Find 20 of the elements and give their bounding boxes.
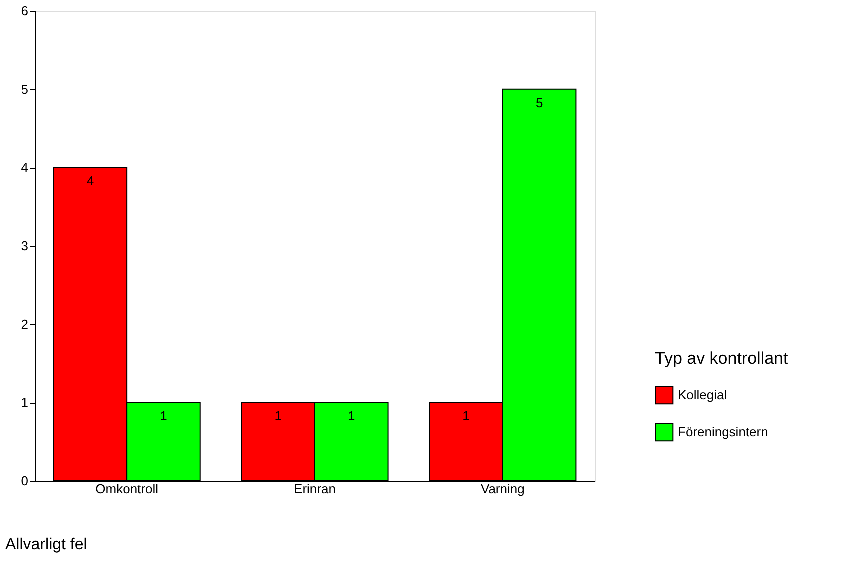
data-label: 1: [160, 408, 168, 424]
legend-label: Kollegial: [678, 388, 728, 402]
x-tick-label: Erinran: [294, 482, 336, 496]
y-tick-label: 3: [21, 238, 28, 254]
x-tick-label: Omkontroll: [96, 482, 159, 496]
y-tick-label: 6: [21, 4, 28, 18]
x-axis-title: Allvarligt fel: [6, 536, 88, 554]
legend-title: Typ av kontrollant: [655, 349, 789, 368]
data-label: 1: [274, 408, 282, 424]
legend-label: Föreningsintern: [678, 424, 768, 440]
y-tick-label: 5: [21, 82, 28, 97]
y-tick-label: 2: [21, 316, 28, 332]
data-label: 5: [536, 95, 544, 110]
x-tick-label: Varning: [481, 482, 525, 496]
data-label: 1: [348, 408, 356, 424]
y-tick-label: 1: [21, 395, 28, 410]
data-label: 4: [86, 174, 94, 189]
data-label: 1: [462, 408, 470, 424]
y-tick-label: 4: [21, 160, 28, 176]
y-tick-label: 0: [21, 474, 28, 488]
